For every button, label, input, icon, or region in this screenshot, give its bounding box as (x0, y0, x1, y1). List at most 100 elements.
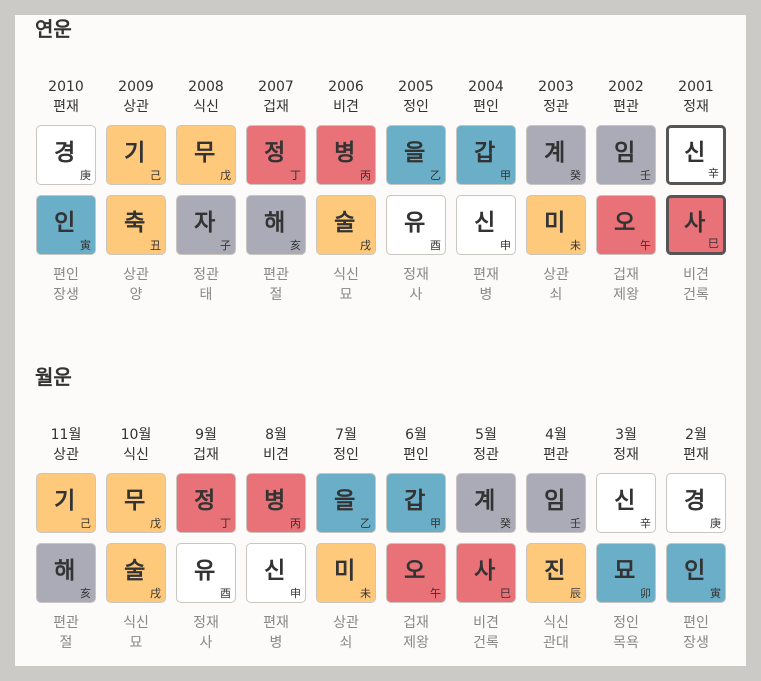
stem-hangul: 계 (474, 488, 496, 515)
stem-relation: 편재 (53, 99, 79, 115)
life-stage: 장생 (683, 635, 709, 651)
life-stage: 양 (129, 287, 143, 303)
stem-hangul: 기 (54, 488, 76, 515)
branch-hangul: 미 (544, 210, 566, 237)
life-stage: 묘 (129, 635, 143, 651)
life-stage: 목욕 (613, 635, 639, 651)
stem-hangul: 을 (404, 140, 426, 167)
period-label: 2월 (685, 427, 707, 443)
branch-relation: 정인 (613, 615, 639, 631)
branch-relation: 정재 (403, 267, 429, 283)
period-label: 6월 (405, 427, 427, 443)
period-label: 2007 (258, 79, 294, 95)
branch-hangul: 술 (334, 210, 356, 237)
branch-hangul: 해 (54, 558, 76, 585)
branch-hangul: 유 (194, 558, 216, 585)
stem-relation: 비견 (333, 99, 359, 115)
branch-hangul: 신 (264, 558, 286, 585)
period-label: 2010 (48, 79, 84, 95)
branch-hanja: 寅 (710, 587, 721, 600)
period-label: 8월 (265, 427, 287, 443)
stem-relation: 상관 (53, 447, 79, 463)
stem-hangul: 갑 (474, 140, 496, 167)
branch-hangul: 사 (684, 210, 706, 237)
stem-hanja: 甲 (430, 517, 441, 530)
branch-hangul: 인 (684, 558, 706, 585)
branch-relation: 상관 (543, 267, 569, 283)
branch-hangul: 인 (54, 210, 76, 237)
branch-hangul: 해 (264, 210, 286, 237)
branch-hangul: 신 (474, 210, 496, 237)
branch-hanja: 寅 (80, 239, 91, 252)
period-label: 2005 (398, 79, 434, 95)
stem-hangul: 신 (614, 488, 636, 515)
branch-hanja: 酉 (220, 587, 231, 600)
stem-hanja: 庚 (80, 169, 91, 182)
stem-relation: 정재 (613, 447, 639, 463)
branch-hanja: 未 (360, 587, 371, 600)
branch-hanja: 丑 (150, 239, 161, 252)
branch-hanja: 子 (220, 239, 231, 252)
period-label: 5월 (475, 427, 497, 443)
stem-hangul: 경 (684, 488, 706, 515)
branch-relation: 비견 (683, 267, 709, 283)
branch-relation: 상관 (333, 615, 359, 631)
stem-hangul: 임 (614, 140, 636, 167)
period-label: 3월 (615, 427, 637, 443)
stem-hanja: 癸 (500, 517, 511, 530)
stem-hangul: 정 (264, 140, 286, 167)
branch-hanja: 戌 (150, 587, 161, 600)
branch-relation: 편재 (263, 615, 289, 631)
stem-hanja: 甲 (500, 169, 511, 182)
stem-hangul: 계 (544, 140, 566, 167)
branch-hangul: 미 (334, 558, 356, 585)
stem-relation: 편관 (543, 447, 569, 463)
branch-hangul: 진 (544, 558, 566, 585)
branch-hanja: 酉 (430, 239, 441, 252)
branch-hangul: 자 (194, 210, 216, 237)
stem-relation: 정인 (403, 99, 429, 115)
period-label: 2002 (608, 79, 644, 95)
stem-relation: 정인 (333, 447, 359, 463)
